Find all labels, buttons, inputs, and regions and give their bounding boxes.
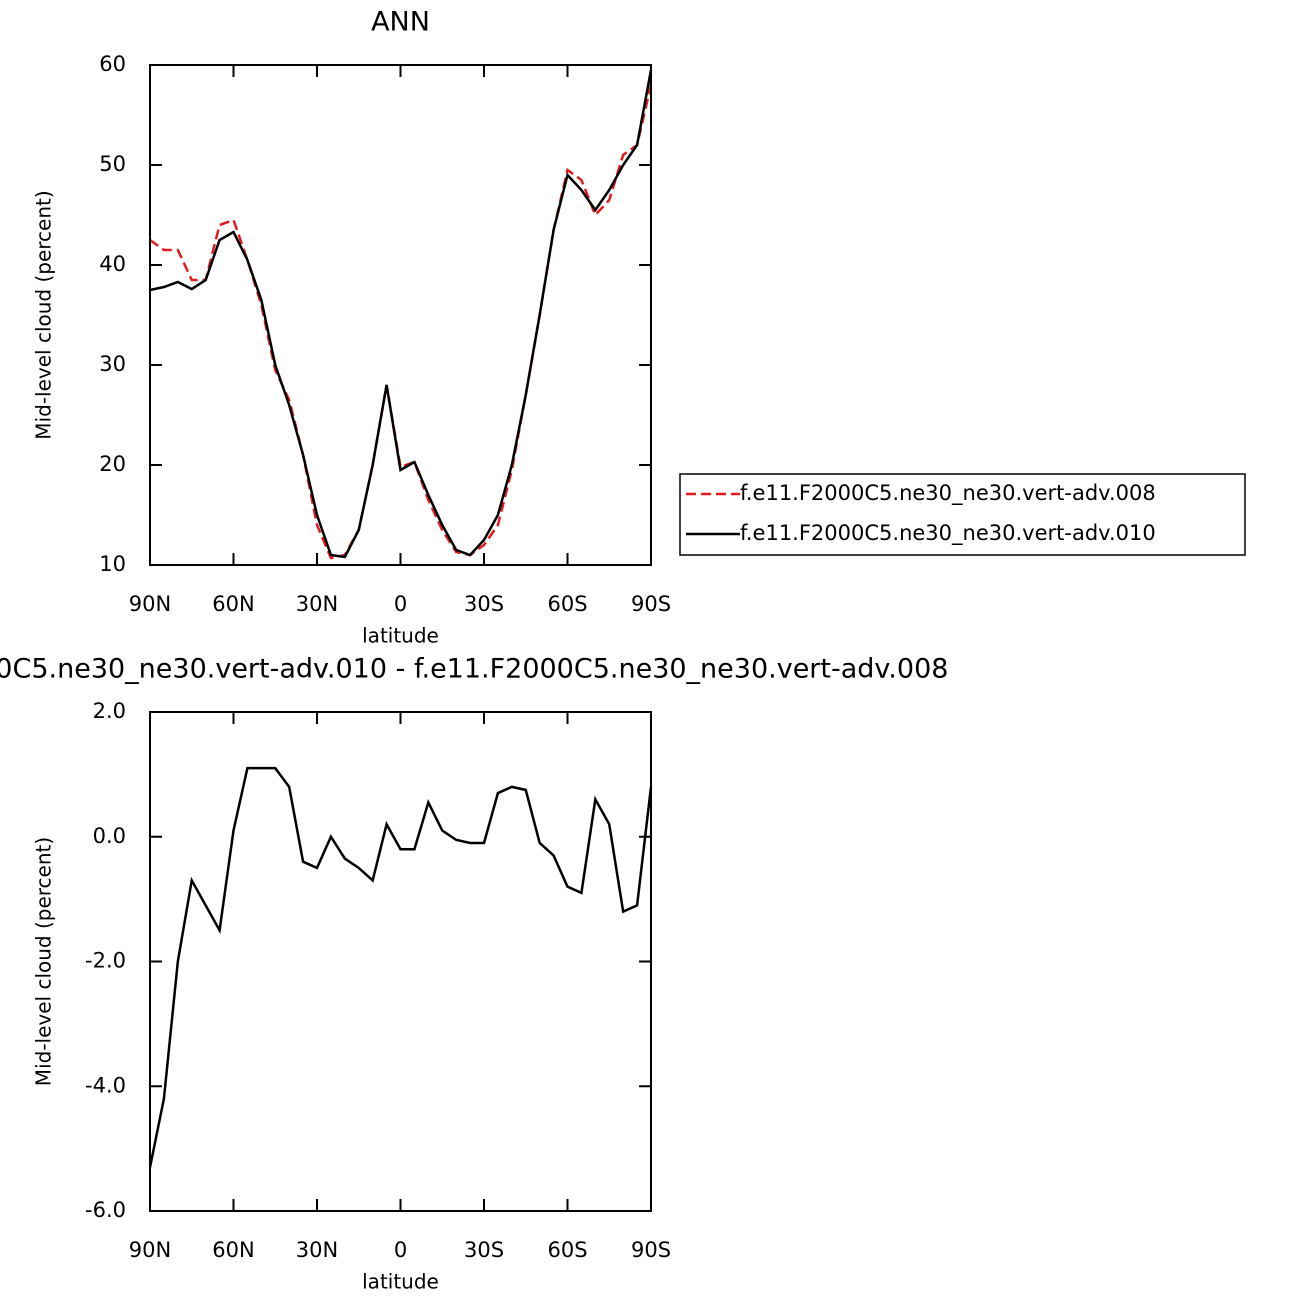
data-line: [149, 69, 653, 559]
chart-title: ANN: [371, 7, 430, 38]
y-axis-label: Mid-level cloud (percent): [32, 190, 56, 439]
x-tick-label: 0: [394, 1238, 407, 1262]
y-axis-label: Mid-level cloud (percent): [32, 837, 56, 1086]
y-tick-label: 40: [99, 252, 126, 276]
legend-label: f.e11.F2000C5.ne30_ne30.vert-adv.008: [740, 481, 1156, 506]
x-axis-label: latitude: [362, 1270, 439, 1294]
y-tick-label: -2.0: [85, 949, 126, 973]
legend-box: [679, 473, 1246, 556]
y-tick-label: 0.0: [93, 824, 126, 848]
x-tick-label: 30N: [296, 592, 338, 616]
data-line: [149, 84, 653, 560]
y-tick-label: -4.0: [85, 1073, 126, 1097]
x-tick-label: 90S: [631, 592, 671, 616]
x-tick-label: 60S: [547, 592, 587, 616]
plot-frame: [149, 64, 652, 566]
legend-label: f.e11.F2000C5.ne30_ne30.vert-adv.010: [740, 521, 1156, 546]
y-tick-label: -6.0: [85, 1198, 126, 1222]
y-tick-label: 30: [99, 352, 126, 376]
x-tick-label: 30S: [464, 592, 504, 616]
x-tick-label: 60S: [547, 1238, 587, 1262]
y-tick-label: 20: [99, 452, 126, 476]
data-line: [148, 766, 653, 1168]
x-tick-label: 60N: [212, 1238, 254, 1262]
y-tick-label: 50: [99, 152, 126, 176]
x-axis-label: latitude: [362, 624, 439, 648]
chart-title: f.e11.F2000C5.ne30_ne30.vert-adv.010 - f…: [0, 654, 948, 685]
x-tick-label: 90S: [631, 1238, 671, 1262]
x-tick-label: 90N: [129, 592, 171, 616]
plot-frame: [149, 711, 652, 1212]
x-tick-label: 30N: [296, 1238, 338, 1262]
x-tick-label: 60N: [212, 592, 254, 616]
y-tick-label: 2.0: [93, 699, 126, 723]
y-tick-label: 60: [99, 52, 126, 76]
y-tick-label: 10: [99, 552, 126, 576]
x-tick-label: 0: [394, 592, 407, 616]
x-tick-label: 90N: [129, 1238, 171, 1262]
x-tick-label: 30S: [464, 1238, 504, 1262]
